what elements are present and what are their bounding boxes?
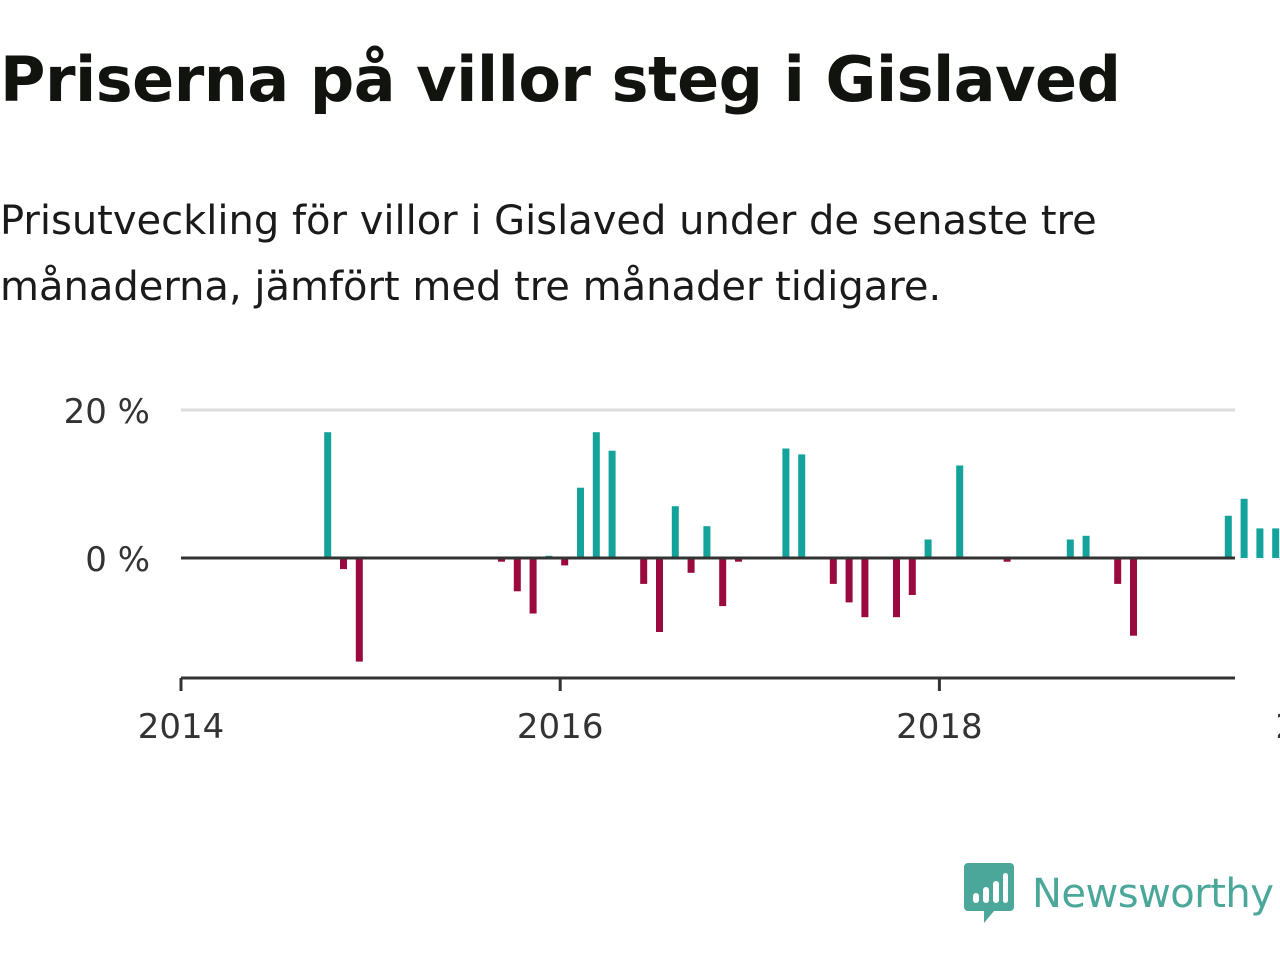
- bar-2016-07: [656, 558, 663, 632]
- x-tick-label: 2018: [896, 707, 983, 747]
- bar-2016-12: [735, 558, 742, 562]
- bar-2016-11: [719, 558, 727, 607]
- bar-2016-03: [592, 432, 600, 558]
- bar-2017-12: [924, 539, 932, 558]
- bar-2018-09: [1066, 539, 1074, 558]
- x-tick-label: 2020: [1275, 707, 1280, 747]
- bar-2016-01: [561, 558, 569, 566]
- bar-2014-12: [355, 558, 363, 662]
- bar-2017-10: [893, 558, 900, 618]
- bars: [324, 432, 1280, 662]
- brand-name: Newsworthy: [1032, 871, 1274, 917]
- bar-2018-10: [1082, 535, 1090, 558]
- bar-2017-08: [861, 558, 869, 618]
- bar-2019-08: [1240, 498, 1248, 558]
- bar-2016-04: [608, 450, 616, 558]
- bar-2014-10: [324, 432, 332, 558]
- bar-2019-07: [1224, 515, 1232, 558]
- bar-2018-02: [956, 465, 964, 558]
- bar-2016-02: [577, 487, 584, 558]
- bar-2017-07: [845, 558, 853, 603]
- bar-2017-04: [798, 454, 806, 558]
- x-tick-label: 2014: [138, 707, 225, 747]
- bar-2015-10: [513, 558, 521, 592]
- bar-2019-01: [1130, 558, 1137, 636]
- bar-2016-06: [640, 558, 648, 584]
- bar-2017-06: [829, 558, 837, 584]
- bar-2018-05: [1003, 558, 1011, 562]
- bar-2015-09: [498, 558, 505, 562]
- bar-2018-12: [1114, 558, 1122, 584]
- bar-2015-11: [529, 558, 537, 614]
- bar-2014-11: [340, 558, 347, 570]
- bar-2019-10: [1272, 528, 1280, 558]
- bar-2017-11: [908, 558, 916, 595]
- bar-2017-03: [782, 448, 790, 558]
- newsworthy-logo-icon: [964, 863, 1014, 923]
- bar-2016-08: [671, 506, 679, 558]
- bar-2016-09: [687, 558, 695, 573]
- x-tick-label: 2016: [517, 707, 604, 747]
- axes: [179, 556, 1235, 691]
- y-tick-label: 0 %: [85, 540, 150, 580]
- chart-title: Priserna på villor steg i Gislaved: [0, 43, 1121, 116]
- bar-2016-10: [703, 526, 711, 558]
- chart-subtitle: Prisutveckling för villor i Gislaved und…: [0, 198, 1097, 310]
- labels: 0 %20 %20142016201820202022202416 %: [64, 392, 1280, 747]
- brand-logo: Newsworthy: [964, 862, 1274, 926]
- y-tick-label: 20 %: [64, 392, 150, 432]
- bar-2019-09: [1256, 528, 1264, 558]
